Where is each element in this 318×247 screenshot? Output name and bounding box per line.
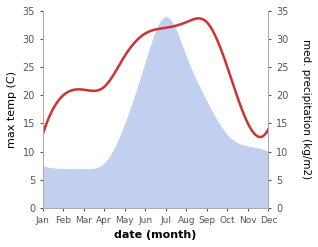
Y-axis label: max temp (C): max temp (C) (7, 71, 17, 148)
Y-axis label: med. precipitation (kg/m2): med. precipitation (kg/m2) (301, 39, 311, 180)
X-axis label: date (month): date (month) (114, 230, 197, 240)
